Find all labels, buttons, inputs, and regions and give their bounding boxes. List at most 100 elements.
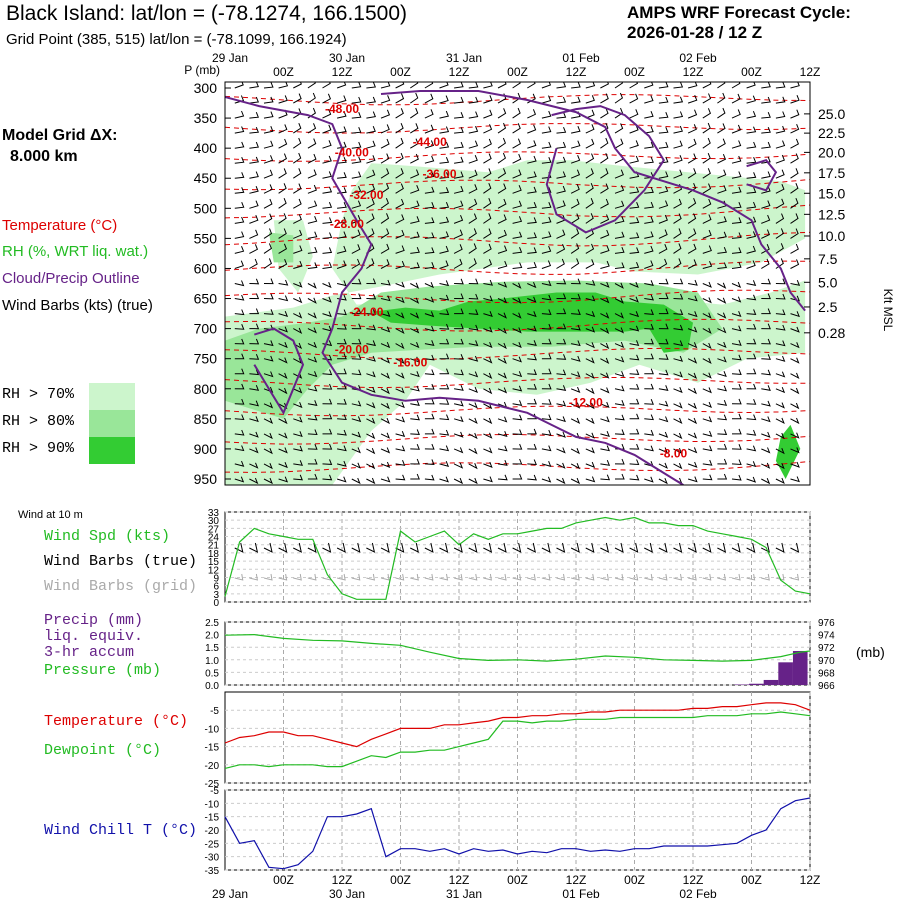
wind-barb (307, 327, 317, 334)
surface-wind-barb (380, 542, 390, 553)
temp-y-tick-label: -20 (205, 761, 220, 772)
wind-barb (410, 282, 420, 289)
wind-barb (293, 387, 303, 394)
bottom-date-label: 02 Feb (679, 887, 717, 900)
wind-barb (322, 428, 333, 435)
bottom-date-label: 31 Jan (446, 887, 482, 900)
wind-barb (746, 126, 757, 134)
surface-wind-barb (731, 542, 741, 553)
pressure-tick-label: 450 (194, 170, 218, 186)
wind-barb (395, 183, 404, 194)
wind-y-tick-label: 15 (208, 557, 220, 568)
wind-barb (600, 82, 610, 89)
wind-barb (775, 213, 785, 224)
legend-cloud-outline: Cloud/Precip Outline (2, 270, 140, 287)
wind-barb (263, 96, 274, 104)
wind-barb (600, 327, 610, 335)
wind-barb (702, 261, 713, 269)
wind-barb (629, 232, 640, 239)
surface-grid-barb (556, 573, 566, 581)
surface-wind-barb (717, 542, 727, 553)
wind-barb (497, 214, 507, 224)
wind-barb (293, 297, 303, 304)
wind-barb (468, 386, 478, 393)
wind-barb (468, 340, 479, 347)
wind-barb (380, 138, 390, 149)
surface-wind-barb (687, 542, 697, 553)
wind-barb (278, 372, 288, 379)
wind-barb (527, 340, 537, 346)
cross-section-frame (224, 81, 811, 486)
wind-barb (746, 141, 757, 149)
wind-barb (249, 171, 259, 179)
precip-tick-label: 2.0 (205, 631, 219, 642)
wind-barb (614, 82, 624, 89)
wind-barb (468, 243, 477, 254)
wind-barb (629, 217, 640, 224)
wind-barb (351, 141, 362, 149)
wind-barb (731, 281, 742, 289)
wind-barb (468, 402, 478, 409)
wind-barb (263, 293, 274, 300)
wind-barb (293, 93, 302, 104)
wind-barb (541, 245, 552, 254)
wind-barb (395, 387, 405, 394)
wind-barb (687, 109, 698, 119)
wind-barb (761, 185, 771, 194)
wind-barb (293, 198, 302, 209)
bottom-date-label: 01 Feb (562, 887, 600, 900)
surface-wind-barb (336, 542, 346, 553)
wind-barb (731, 398, 742, 405)
precip-accum-label: 3-hr accum (44, 644, 135, 661)
wind-barb (541, 157, 552, 164)
wind-barb (600, 416, 610, 423)
wind-barb (761, 369, 771, 376)
wind-barb (366, 169, 376, 179)
wind-barb (585, 109, 595, 119)
wind-barb (731, 296, 742, 303)
wind-barb (658, 244, 668, 254)
top-time-tick: 12Z (800, 65, 821, 79)
wind-barb (234, 82, 244, 89)
wind-barb (717, 282, 727, 289)
temperature-label: Temperature (°C) (44, 713, 189, 730)
wind-barb (527, 202, 537, 209)
wind-barb (366, 126, 376, 134)
wind-barb (468, 258, 477, 269)
wind-barb (322, 247, 333, 254)
wind-speed-line (224, 516, 811, 600)
wind-barb (322, 474, 333, 481)
wind-barb (366, 371, 376, 378)
wind-barb (673, 340, 684, 347)
surface-grid-barb (571, 573, 580, 581)
wind-barb (454, 278, 464, 285)
wind-barb (307, 282, 317, 289)
wind-barb (761, 141, 771, 149)
wind-barb (468, 477, 478, 485)
wind-barb (761, 338, 771, 345)
wind-barb (614, 262, 625, 269)
wind-barb (380, 372, 390, 379)
wind-barb (366, 417, 376, 424)
wind-barb (263, 198, 273, 209)
wind-barb (600, 214, 610, 224)
wind-barb (702, 281, 712, 288)
wind-barb (424, 428, 435, 435)
wind-barb (731, 155, 742, 164)
wind-barb (658, 96, 669, 104)
wind-barb (775, 184, 785, 194)
wind-barb (790, 213, 799, 224)
wind-barb (395, 460, 406, 466)
wind-barb (775, 198, 785, 209)
top-date-label: 31 Jan (446, 51, 482, 65)
wind-barb (673, 125, 683, 134)
wind-barb (629, 428, 640, 435)
wind-y-tick-label: 9 (213, 573, 219, 584)
wind-barb (322, 171, 332, 179)
surface-wind-barb (614, 542, 624, 553)
wind-barb (483, 372, 493, 379)
wind-barb (527, 124, 537, 134)
isotherm-line (225, 376, 810, 389)
wind-barb (746, 187, 757, 194)
wind-barb (351, 244, 361, 254)
